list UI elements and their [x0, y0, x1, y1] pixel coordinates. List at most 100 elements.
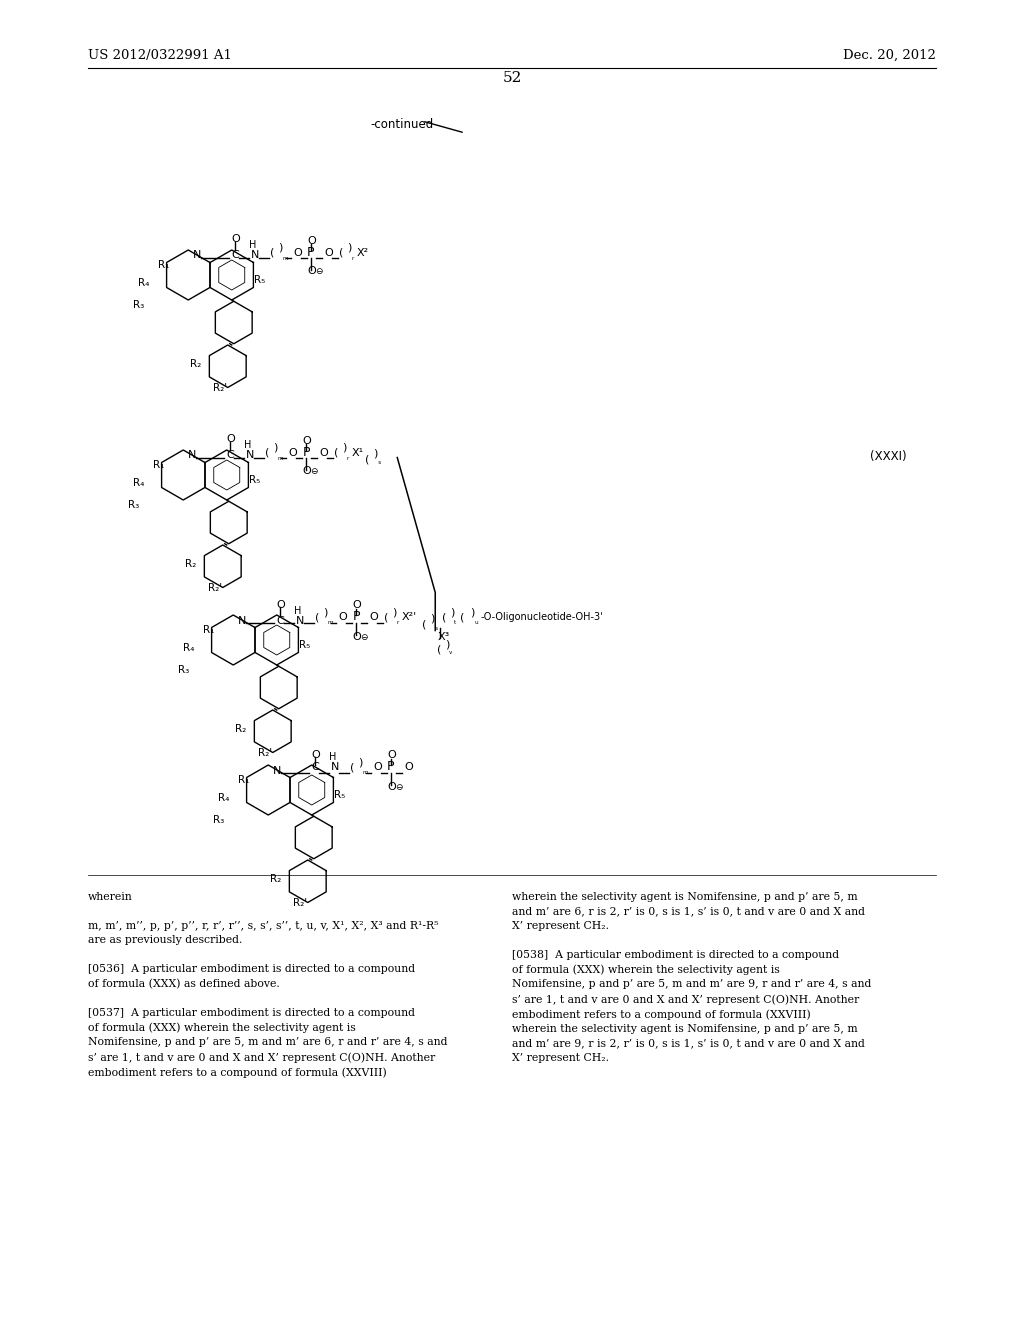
Text: (: (: [339, 248, 344, 257]
Text: ₛ: ₛ: [434, 623, 437, 631]
Text: R₁: R₁: [239, 775, 250, 785]
Text: R₃: R₃: [213, 814, 224, 825]
Text: R₂': R₂': [208, 583, 222, 593]
Text: ₘ: ₘ: [283, 252, 288, 261]
Text: ⊖: ⊖: [360, 632, 368, 642]
Text: ): ): [324, 607, 328, 618]
Text: H: H: [245, 441, 252, 450]
Text: N: N: [239, 615, 247, 626]
Text: O: O: [387, 751, 396, 760]
Text: (: (: [422, 619, 427, 630]
Text: R₂: R₂: [269, 874, 281, 884]
Text: R₁: R₁: [159, 260, 170, 271]
Text: (: (: [270, 248, 274, 257]
Text: (: (: [315, 612, 319, 623]
Text: (: (: [334, 447, 339, 458]
Text: R₃: R₃: [128, 500, 139, 510]
Text: R₂': R₂': [258, 748, 272, 758]
Text: R₄: R₄: [138, 279, 150, 288]
Text: R₄: R₄: [218, 793, 229, 803]
Text: ₜ: ₜ: [455, 618, 457, 627]
Text: O: O: [352, 631, 361, 642]
Text: O: O: [374, 763, 382, 772]
Text: R₅: R₅: [254, 275, 265, 285]
Text: ): ): [470, 607, 475, 618]
Text: ): ): [347, 243, 351, 252]
Text: R₂': R₂': [293, 898, 307, 908]
Text: H: H: [330, 752, 337, 763]
Text: (: (: [460, 612, 465, 623]
Text: C: C: [226, 450, 234, 461]
Text: R₁: R₁: [203, 624, 215, 635]
Text: ): ): [451, 607, 455, 618]
Text: O: O: [307, 267, 316, 276]
Text: (: (: [350, 763, 354, 772]
Text: O: O: [226, 434, 234, 445]
Text: O: O: [338, 612, 347, 623]
Text: ₘ: ₘ: [362, 767, 368, 776]
Text: O: O: [231, 235, 240, 244]
Text: O: O: [302, 436, 311, 446]
Text: R₅: R₅: [299, 640, 310, 649]
Text: 52: 52: [503, 71, 521, 84]
Text: R₃: R₃: [133, 300, 144, 310]
Text: O: O: [276, 599, 285, 610]
Text: C: C: [276, 615, 284, 626]
Text: ): ): [445, 639, 450, 649]
Text: (: (: [442, 612, 446, 623]
Text: X¹: X¹: [351, 447, 364, 458]
Text: ⊖: ⊖: [395, 783, 402, 792]
Text: ᵤ: ᵤ: [474, 618, 478, 627]
Text: ₘ: ₘ: [278, 453, 283, 462]
Text: N: N: [331, 763, 340, 772]
Text: P: P: [387, 760, 394, 774]
Text: ᵥ: ᵥ: [450, 648, 453, 656]
Text: R₂: R₂: [189, 359, 201, 370]
Text: P: P: [352, 610, 359, 623]
Text: (: (: [265, 447, 269, 458]
Text: ): ): [392, 607, 396, 618]
Text: US 2012/0322991 A1: US 2012/0322991 A1: [88, 49, 231, 62]
Text: wherein the selectivity agent is Nomifensine, p and p’ are 5, m
and m’ are 6, r : wherein the selectivity agent is Nomifen…: [512, 892, 871, 1063]
Text: O: O: [404, 763, 413, 772]
Text: Dec. 20, 2012: Dec. 20, 2012: [843, 49, 936, 62]
Text: O: O: [288, 447, 297, 458]
Text: R₅: R₅: [249, 475, 260, 484]
Text: N: N: [194, 251, 202, 260]
Text: R₄: R₄: [133, 478, 144, 488]
Text: H: H: [294, 606, 302, 615]
Text: ): ): [279, 243, 283, 252]
Text: N: N: [246, 450, 255, 461]
Text: O: O: [325, 248, 333, 257]
Text: ): ): [342, 442, 347, 453]
Text: C: C: [311, 763, 319, 772]
Text: ᵣ: ᵣ: [351, 252, 353, 261]
Text: P: P: [307, 246, 314, 259]
Text: ⊖: ⊖: [315, 268, 323, 276]
Text: wherein

m, m’, m’’, p, p’, p’’, r, r’, r’’, s, s’, s’’, t, u, v, X¹, X², X³ and: wherein m, m’, m’’, p, p’, p’’, r, r’, r…: [88, 892, 447, 1078]
Text: N: N: [188, 450, 197, 461]
Text: ⊖: ⊖: [310, 467, 317, 477]
Text: ): ): [358, 758, 362, 767]
Text: O: O: [387, 781, 396, 792]
Text: ᵣ: ᵣ: [396, 618, 398, 627]
Text: O: O: [302, 466, 311, 477]
Text: (XXXI): (XXXI): [870, 450, 906, 463]
Text: ᵣ: ᵣ: [346, 453, 348, 462]
Text: -continued: -continued: [370, 117, 433, 131]
Text: C: C: [231, 251, 239, 260]
Text: R₅: R₅: [334, 789, 345, 800]
Text: N: N: [251, 251, 260, 260]
Text: R₂': R₂': [213, 383, 227, 393]
Text: -O-Oligonucleotide-OH-3': -O-Oligonucleotide-OH-3': [480, 612, 603, 623]
Text: N: N: [296, 615, 304, 626]
Text: ): ): [273, 442, 278, 453]
Text: O: O: [319, 447, 328, 458]
Text: O: O: [311, 750, 319, 759]
Text: O: O: [370, 612, 378, 623]
Text: R₂: R₂: [234, 725, 246, 734]
Text: (: (: [366, 454, 370, 465]
Text: X³: X³: [437, 632, 450, 643]
Text: O: O: [293, 248, 302, 257]
Text: O: O: [352, 601, 361, 610]
